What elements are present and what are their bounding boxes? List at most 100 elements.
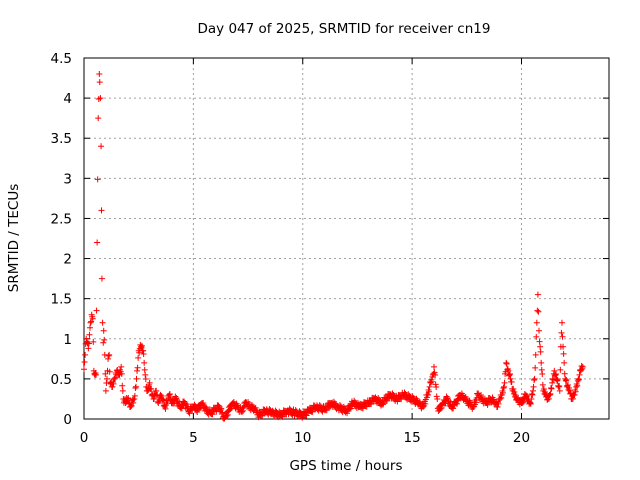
data-point: [130, 399, 137, 406]
data-point: [520, 398, 527, 405]
data-point: [484, 401, 491, 408]
data-point: [453, 400, 460, 407]
data-point: [528, 395, 535, 402]
data-point: [537, 348, 544, 355]
data-point: [218, 405, 225, 412]
data-point: [530, 383, 537, 390]
data-point: [559, 333, 566, 340]
data-point: [434, 395, 441, 402]
data-point: [227, 405, 234, 412]
data-point: [118, 370, 125, 377]
data-point: [131, 392, 138, 399]
data-point: [109, 383, 116, 390]
data-point: [433, 393, 440, 400]
data-point: [363, 403, 370, 410]
y-tick-label: 1.5: [51, 292, 72, 308]
data-point: [532, 364, 539, 371]
x-tick-label: 0: [80, 430, 89, 446]
data-point: [136, 349, 143, 356]
data-point: [566, 384, 573, 391]
data-point: [111, 375, 118, 382]
data-point: [97, 95, 104, 102]
data-point: [94, 176, 101, 183]
axis-ticks: [83, 57, 609, 420]
data-point: [536, 338, 543, 345]
data-point: [344, 410, 351, 417]
data-point: [137, 343, 144, 350]
data-point: [96, 79, 103, 86]
data-point: [246, 401, 253, 408]
data-point: [501, 379, 508, 386]
x-tick-label: 15: [404, 430, 421, 446]
data-point: [383, 397, 390, 404]
data-point: [107, 379, 114, 386]
data-point: [433, 383, 440, 390]
data-point: [540, 386, 547, 393]
data-point: [498, 394, 505, 401]
data-point: [494, 403, 501, 410]
data-point: [194, 408, 201, 415]
data-point: [178, 405, 185, 412]
data-point: [572, 388, 579, 395]
y-tick-label: 2: [63, 252, 72, 268]
data-point: [127, 403, 134, 410]
data-point: [424, 391, 431, 398]
x-tick-labels: 0 5 10 15 20: [80, 430, 530, 446]
data-point: [134, 364, 141, 371]
data-point: [519, 399, 526, 406]
data-point: [102, 387, 109, 394]
data-point: [548, 385, 555, 392]
y-tick-label: 3.5: [51, 131, 72, 147]
data-point: [100, 339, 107, 346]
data-point: [578, 366, 585, 373]
data-point: [87, 324, 94, 331]
data-point: [96, 71, 103, 78]
data-point: [529, 387, 536, 394]
data-point: [426, 383, 433, 390]
data-point: [578, 362, 585, 369]
data-point: [133, 375, 140, 382]
data-point: [166, 391, 173, 398]
data-point: [558, 329, 565, 336]
data-point: [118, 363, 125, 370]
data-point: [548, 384, 555, 391]
data-point: [499, 389, 506, 396]
data-point: [432, 371, 439, 378]
data-point: [561, 370, 568, 377]
data-point: [438, 404, 445, 411]
data-point: [323, 407, 330, 414]
data-point: [138, 342, 145, 349]
data-point: [538, 359, 545, 366]
data-point: [569, 395, 576, 402]
data-point: [106, 368, 113, 375]
data-point: [181, 398, 188, 405]
data-point: [557, 366, 564, 373]
data-point: [141, 366, 148, 373]
data-point: [534, 291, 541, 298]
data-point: [422, 400, 429, 407]
data-point: [561, 359, 568, 366]
data-point: [186, 410, 193, 417]
data-point: [128, 402, 135, 409]
chart-title: Day 047 of 2025, SRMTID for receiver cn1…: [198, 21, 491, 37]
data-point: [574, 382, 581, 389]
y-tick-label: 4.5: [51, 51, 72, 67]
data-point: [164, 397, 171, 404]
data-point: [560, 343, 567, 350]
data-point: [153, 387, 160, 394]
y-tick-label: 2.5: [51, 211, 72, 227]
data-point: [473, 399, 480, 406]
data-point: [105, 355, 112, 362]
grid-lines: [84, 58, 609, 419]
y-tick-label: 1: [63, 332, 72, 348]
data-point: [495, 400, 502, 407]
x-tick-label: 20: [513, 430, 530, 446]
data-point: [512, 391, 519, 398]
data-point: [103, 375, 110, 382]
data-point: [551, 367, 558, 374]
data-point: [142, 375, 149, 382]
y-tick-label: 0: [63, 412, 72, 428]
data-point: [148, 386, 155, 393]
data-point: [119, 387, 126, 394]
